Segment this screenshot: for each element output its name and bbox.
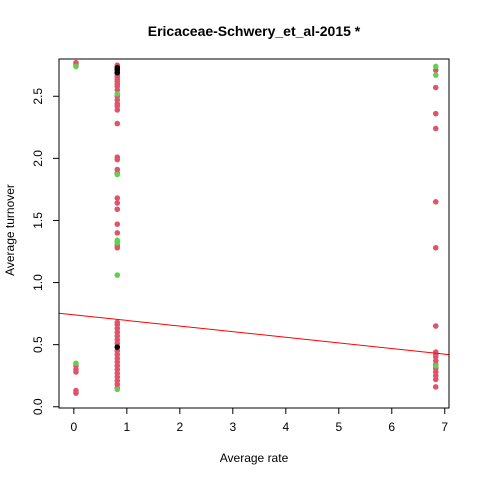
data-point-red xyxy=(114,200,121,206)
y-tick-label: 0.0 xyxy=(31,398,45,415)
x-tick-label: 7 xyxy=(441,420,448,434)
y-tick-label: 2.0 xyxy=(31,150,45,167)
x-tick-label: 6 xyxy=(388,420,395,434)
data-point-green xyxy=(432,362,439,369)
y-axis: 0.0 0.5 1.0 1.5 2.0 2.5 xyxy=(31,88,59,415)
data-point-red xyxy=(432,110,439,117)
data-point-red xyxy=(114,107,121,113)
chart-title: Ericaceae-Schwery_et_al-2015 * xyxy=(148,23,361,39)
data-point-red xyxy=(73,369,79,375)
data-point-red xyxy=(114,230,121,236)
x-axis: 0 1 2 3 4 5 6 7 xyxy=(70,408,448,434)
y-tick-label: 1.0 xyxy=(31,274,45,291)
x-tick-label: 3 xyxy=(229,420,236,434)
data-point-green xyxy=(114,240,121,246)
y-tick-label: 0.5 xyxy=(31,336,45,353)
data-point-red xyxy=(432,125,439,132)
data-point-red xyxy=(114,195,121,201)
data-point-green xyxy=(73,63,79,70)
data-point-green xyxy=(114,90,121,97)
y-tick-label: 1.5 xyxy=(31,212,45,229)
regression-line xyxy=(58,312,450,356)
x-tick-label: 5 xyxy=(335,420,342,434)
data-point-red xyxy=(114,120,121,127)
data-point-green xyxy=(432,63,439,70)
data-point-green xyxy=(73,360,79,367)
plot-frame xyxy=(58,58,450,409)
data-point-green xyxy=(114,386,121,393)
data-point-black xyxy=(114,69,121,76)
data-point-red xyxy=(114,156,121,163)
data-point-green xyxy=(114,272,121,278)
data-point-red xyxy=(432,84,439,91)
data-points xyxy=(73,59,439,396)
data-point-red xyxy=(432,376,439,383)
data-point-red xyxy=(432,323,439,329)
data-point-black xyxy=(114,344,121,350)
data-point-red xyxy=(114,206,121,213)
x-tick-label: 2 xyxy=(176,420,183,434)
data-point-red xyxy=(114,221,121,227)
data-point-red xyxy=(73,390,79,396)
x-tick-label: 4 xyxy=(282,420,289,434)
x-tick-label: 0 xyxy=(70,420,77,434)
data-point-green xyxy=(432,72,439,78)
data-point-green xyxy=(114,171,121,178)
x-axis-label: Average rate xyxy=(220,451,289,465)
data-point-red xyxy=(432,244,439,251)
y-tick-label: 2.5 xyxy=(31,88,45,105)
data-point-red xyxy=(114,244,121,251)
y-axis-label: Average turnover xyxy=(3,184,17,276)
data-point-red xyxy=(432,384,439,390)
x-tick-label: 1 xyxy=(123,420,130,434)
data-point-red xyxy=(432,199,439,205)
